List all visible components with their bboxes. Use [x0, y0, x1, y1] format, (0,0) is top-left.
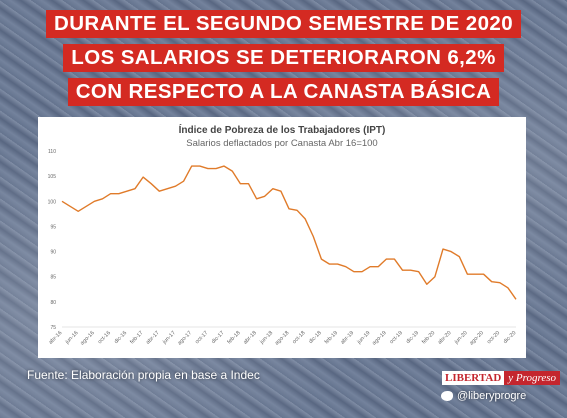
x-tick-label: oct-19	[389, 330, 404, 345]
twitter-handle-block: @liberyprogre	[441, 390, 526, 402]
x-tick-label: jun-17	[161, 330, 177, 346]
x-tick-label: dic-18	[308, 330, 323, 345]
chart-title: Índice de Pobreza de los Trabajadores (I…	[178, 125, 386, 136]
chart-panel: Índice de Pobreza de los Trabajadores (I…	[38, 117, 526, 358]
twitter-handle: @liberyprogre	[457, 390, 527, 402]
x-tick-label: abr-18	[242, 330, 257, 345]
x-tick-label: abr-19	[340, 330, 355, 345]
x-tick-label: oct-16	[97, 330, 112, 345]
headline: DURANTE EL SEGUNDO SEMESTRE DE 2020 LOS …	[26, 10, 541, 106]
x-tick-label: dic-20	[503, 330, 518, 345]
y-tick-label: 110	[48, 149, 56, 155]
headline-line-2: LOS SALARIOS SE DETERIORARON 6,2%	[63, 44, 504, 72]
logo-part-1: LIBERTAD	[442, 371, 505, 385]
x-tick-label: feb-18	[226, 330, 241, 345]
x-tick-label: abr-20	[437, 330, 452, 345]
logo-part-2: y Progreso	[504, 371, 561, 385]
x-tick-label: oct-20	[486, 330, 501, 345]
x-tick-label: abr-16	[48, 330, 63, 345]
y-tick-label: 90	[50, 250, 56, 256]
x-tick-label: oct-17	[194, 330, 209, 345]
x-tick-label: ago-16	[79, 330, 95, 346]
x-tick-label: feb-19	[324, 330, 339, 345]
y-tick-label: 105	[48, 174, 57, 180]
y-tick-label: 85	[50, 275, 56, 281]
x-tick-label: ago-17	[177, 330, 193, 346]
x-tick-label: dic-16	[113, 330, 128, 345]
chart-subtitle: Salarios deflactados por Canasta Abr 16=…	[186, 138, 378, 149]
x-tick-label: jun-18	[258, 330, 274, 346]
y-tick-label: 75	[50, 325, 56, 331]
x-tick-label: oct-18	[292, 330, 307, 345]
source-note: Fuente: Elaboración propia en base a Ind…	[27, 368, 260, 382]
x-tick-label: abr-17	[145, 330, 160, 345]
x-tick-label: ago-18	[274, 330, 290, 346]
x-tick-label: jun-16	[64, 330, 80, 346]
x-tick-label: dic-19	[405, 330, 420, 345]
series-line	[61, 165, 517, 300]
y-tick-label: 95	[50, 224, 56, 230]
x-tick-label: feb-20	[421, 330, 436, 345]
x-tick-label: feb-17	[129, 330, 144, 345]
logo: LIBERTAD y Progreso	[442, 371, 561, 385]
headline-line-1: DURANTE EL SEGUNDO SEMESTRE DE 2020	[45, 10, 522, 38]
y-tick-label: 100	[48, 199, 57, 205]
headline-line-3: CON RESPECTO A LA CANASTA BÁSICA	[67, 78, 500, 106]
twitter-bird-icon	[441, 391, 453, 401]
x-tick-label: ago-19	[371, 330, 387, 346]
y-tick-label: 80	[50, 300, 56, 306]
x-tick-label: dic-17	[211, 330, 226, 345]
x-tick-label: ago-20	[469, 330, 485, 346]
x-tick-label: jun-20	[453, 330, 469, 346]
x-tick-label: jun-19	[356, 330, 372, 346]
